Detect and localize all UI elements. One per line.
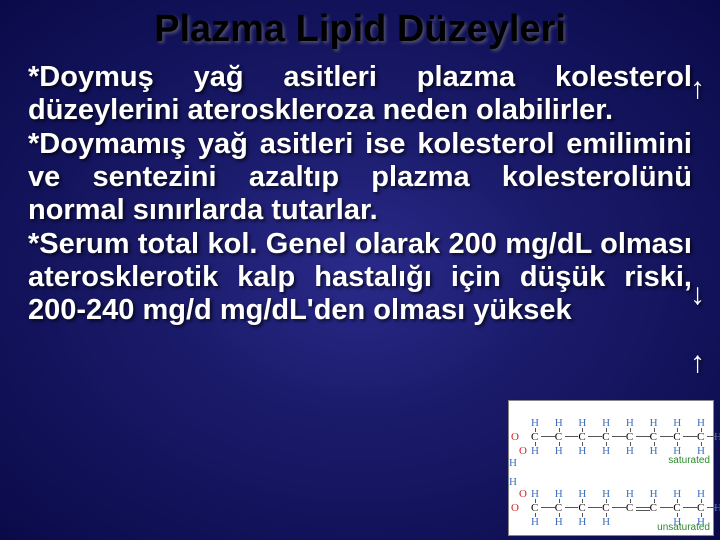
down-arrow-1: ↓ [690,278,705,312]
paragraph-3: *Serum total kol. Genel olarak 200 mg/dL… [28,228,692,328]
paragraph-1: *Doymuş yağ asitleri plazma kolesterol d… [28,61,692,128]
up-arrow-1: ↑ [690,72,705,106]
molecule-diagram: OOHCHHCHHCHHCHHCHHCHHCHHCHHHsaturated OO… [508,400,714,536]
paragraph-2: *Doymamış yağ asitleri ise kolesterol em… [28,128,692,228]
up-arrow-2: ↑ [690,346,705,380]
slide-content: *Doymuş yağ asitleri plazma kolesterol d… [0,51,720,328]
saturated-chain: OOHCHHCHHCHHCHHCHHCHHCHHCHHHsaturated [509,401,713,468]
slide-title: Plazma Lipid Düzeyleri [0,0,720,51]
unsaturated-chain: OOHCHHCHHCHHCHHCHCHCHHCHHHunsaturated [509,468,713,535]
